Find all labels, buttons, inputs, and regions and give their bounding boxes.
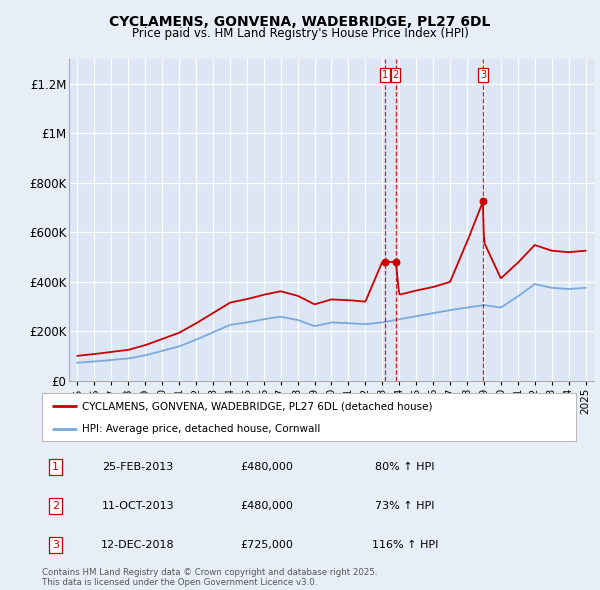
- Text: £480,000: £480,000: [240, 501, 293, 511]
- Text: 11-OCT-2013: 11-OCT-2013: [102, 501, 175, 511]
- Text: 1: 1: [52, 462, 59, 472]
- Text: £480,000: £480,000: [240, 462, 293, 472]
- Text: 3: 3: [480, 70, 486, 80]
- Text: Contains HM Land Registry data © Crown copyright and database right 2025.
This d: Contains HM Land Registry data © Crown c…: [42, 568, 377, 587]
- Text: 73% ↑ HPI: 73% ↑ HPI: [376, 501, 435, 511]
- Text: £725,000: £725,000: [240, 540, 293, 550]
- Text: 12-DEC-2018: 12-DEC-2018: [101, 540, 175, 550]
- Text: 3: 3: [52, 540, 59, 550]
- Text: HPI: Average price, detached house, Cornwall: HPI: Average price, detached house, Corn…: [82, 424, 320, 434]
- Text: Price paid vs. HM Land Registry's House Price Index (HPI): Price paid vs. HM Land Registry's House …: [131, 27, 469, 40]
- Text: 2: 2: [52, 501, 59, 511]
- Text: 116% ↑ HPI: 116% ↑ HPI: [372, 540, 439, 550]
- Point: [391, 257, 400, 267]
- Text: CYCLAMENS, GONVENA, WADEBRIDGE, PL27 6DL (detached house): CYCLAMENS, GONVENA, WADEBRIDGE, PL27 6DL…: [82, 401, 433, 411]
- Text: 2: 2: [392, 70, 398, 80]
- Point: [478, 196, 488, 206]
- Text: CYCLAMENS, GONVENA, WADEBRIDGE, PL27 6DL: CYCLAMENS, GONVENA, WADEBRIDGE, PL27 6DL: [109, 15, 491, 30]
- Text: 25-FEB-2013: 25-FEB-2013: [103, 462, 174, 472]
- Point: [380, 257, 389, 267]
- Text: 80% ↑ HPI: 80% ↑ HPI: [376, 462, 435, 472]
- Text: 1: 1: [382, 70, 388, 80]
